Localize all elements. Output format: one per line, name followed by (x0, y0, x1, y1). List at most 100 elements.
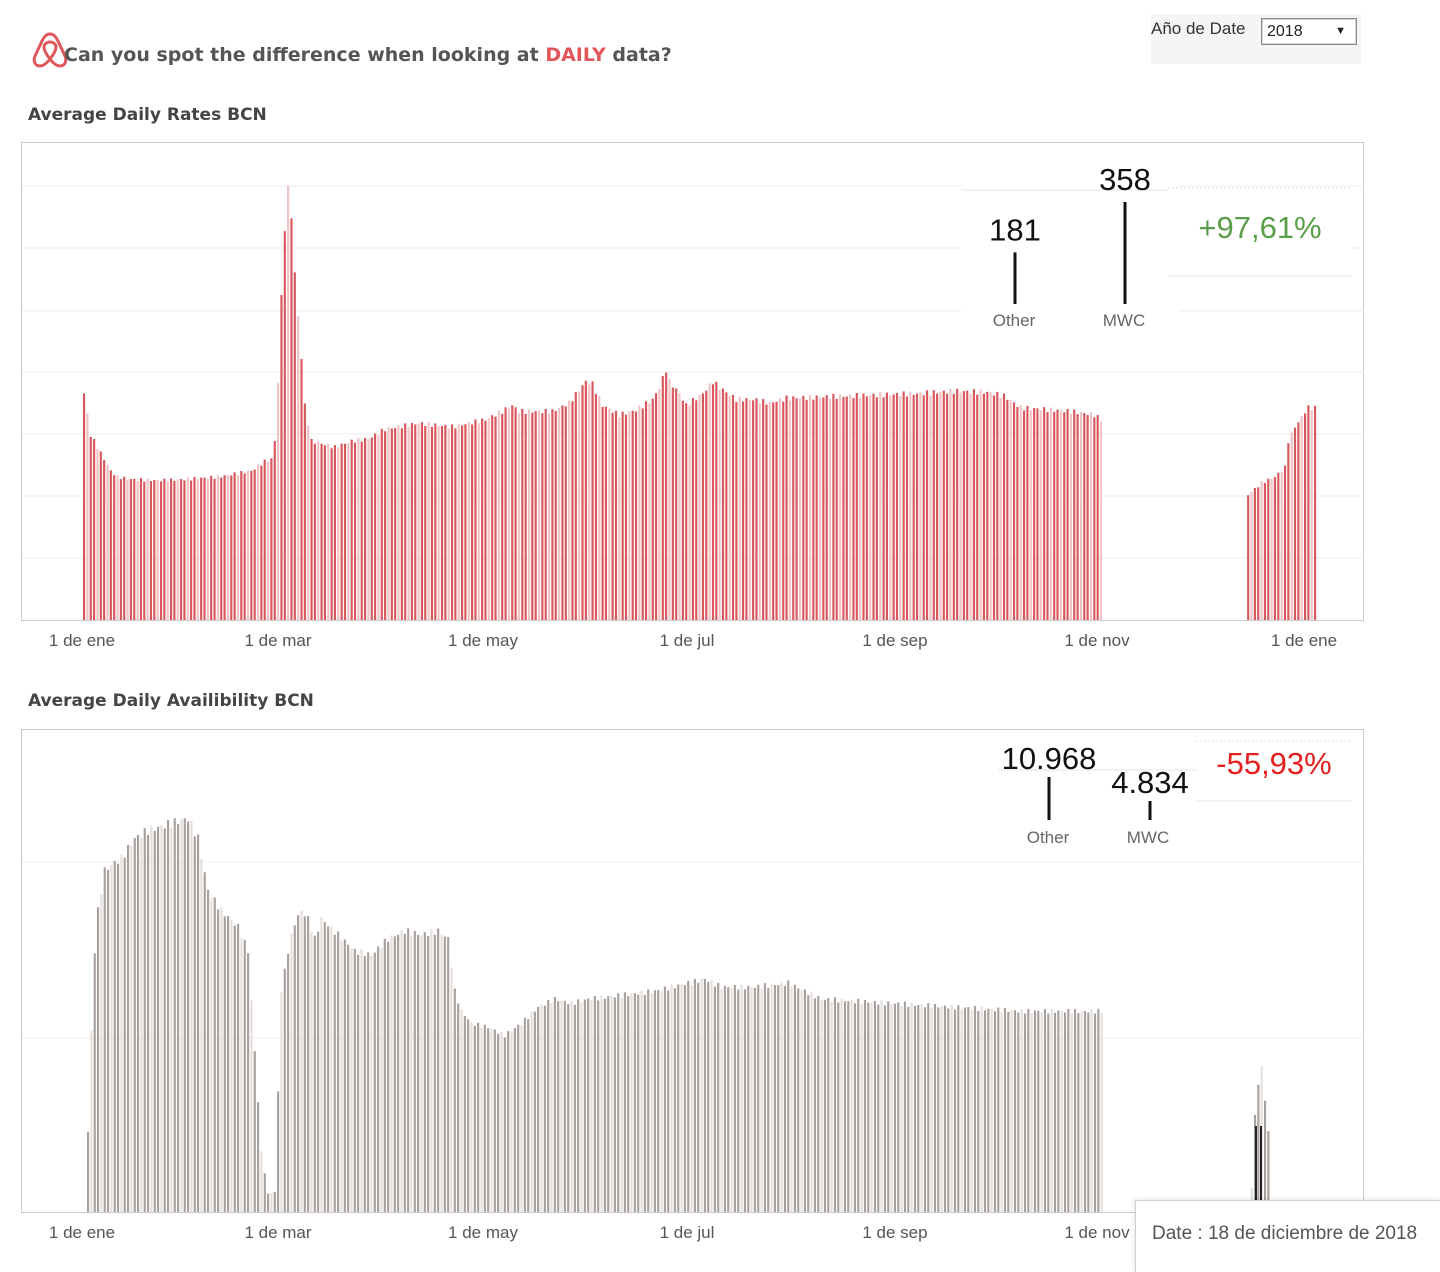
rates-bar (1273, 477, 1277, 620)
rates-bar (1059, 410, 1062, 620)
availability-bar (380, 948, 383, 1212)
availability-bar (1083, 1010, 1087, 1212)
rates-bar (420, 422, 424, 620)
rates-bar (551, 409, 554, 620)
availability-bar (983, 1010, 987, 1212)
rates-bar (1036, 408, 1039, 620)
availability-bar (200, 858, 203, 1212)
rates-bar (905, 396, 909, 620)
rates-bar (1079, 411, 1083, 620)
availability-x-tick-label: 1 de sep (862, 1223, 927, 1242)
availability-bar (143, 828, 146, 1212)
rates-bar (1069, 413, 1072, 620)
availability-bar (447, 937, 450, 1212)
rates-bar (430, 426, 434, 620)
availability-bar (623, 992, 626, 1212)
rates-bar (307, 425, 310, 620)
availability-bar (610, 995, 613, 1212)
availability-bar (730, 988, 733, 1212)
rates-bar (675, 388, 678, 620)
rates-bar (1029, 410, 1032, 620)
rates-bar (949, 388, 952, 620)
rates-bar (986, 391, 989, 620)
availability-bar (317, 931, 320, 1212)
rates-bar (1033, 408, 1036, 620)
availability-bar (477, 1022, 480, 1212)
rates-bar (364, 437, 367, 620)
rates-bar (584, 380, 587, 620)
availability-bar (490, 1028, 493, 1212)
rates-bar (892, 394, 895, 620)
rates-bar (507, 408, 510, 620)
availability-bar (423, 932, 426, 1212)
rates-bar (333, 445, 337, 620)
availability-bar (1047, 1013, 1050, 1212)
rates-bar (537, 410, 541, 620)
availability-bar (677, 984, 680, 1212)
availability-bar (940, 1006, 943, 1212)
availability-bar (997, 1007, 1000, 1212)
rates-bar (762, 398, 765, 620)
availability-bar (627, 996, 630, 1212)
availability-bar (563, 1000, 566, 1212)
availability-bar (1267, 1131, 1270, 1212)
availability-bar (183, 818, 186, 1212)
rates-kpi-value: 181 (989, 212, 1041, 247)
rates-bar (778, 398, 781, 620)
rates-bar (126, 479, 129, 620)
availability-bar (147, 834, 150, 1212)
rates-bar (427, 421, 430, 620)
rates-bar (568, 400, 571, 620)
availability-bar (1000, 1012, 1003, 1212)
rates-kpi-panel (961, 160, 1179, 328)
rates-bar (1066, 408, 1069, 620)
availability-bar (313, 935, 316, 1212)
rates-bar (872, 393, 875, 620)
rates-bar (230, 475, 233, 620)
year-filter-value: 2018 (1267, 23, 1303, 40)
availability-bar (523, 1017, 526, 1212)
availability-bar (140, 837, 143, 1212)
availability-bar (660, 990, 663, 1212)
availability-bar (153, 830, 156, 1212)
rates-bar (163, 478, 166, 620)
availability-bar (580, 1002, 583, 1212)
rates-bar (979, 389, 982, 620)
rates-bar (772, 402, 775, 620)
availability-bar (907, 1006, 910, 1212)
availability-bar (723, 985, 726, 1212)
availability-kpi-value: 4.834 (1111, 765, 1189, 800)
rates-bar (521, 408, 524, 620)
rates-bar (1290, 432, 1293, 620)
rates-bar (1073, 409, 1076, 620)
rates-bar (765, 404, 768, 620)
availability-bar (303, 916, 306, 1212)
availability-bar (413, 931, 416, 1212)
rates-bar (932, 390, 935, 620)
rates-bar (798, 398, 802, 620)
rates-bar (1247, 495, 1250, 620)
rates-bar (594, 393, 597, 620)
rates-bar (297, 315, 300, 620)
rates-bar (671, 387, 674, 620)
rates-bar (1310, 410, 1313, 620)
rates-bar (437, 426, 440, 620)
rates-bar (116, 475, 119, 620)
rates-bar (1257, 487, 1260, 620)
availability-bar (1030, 1012, 1033, 1212)
rates-bar (467, 422, 470, 620)
availability-bar (430, 929, 433, 1212)
rates-bar (260, 465, 263, 620)
year-filter-dropdown[interactable]: 2018 ▼ (1261, 18, 1357, 45)
rates-bar (628, 411, 631, 620)
chevron-down-icon[interactable]: ▼ (1335, 25, 1346, 37)
availability-bar (340, 940, 343, 1212)
title-text: Can you spot the difference when looking… (64, 44, 546, 66)
availability-bar (603, 998, 606, 1212)
availability-bar (657, 989, 660, 1212)
rates-bar (655, 393, 658, 620)
rates-bar (1019, 405, 1022, 620)
rates-bar (424, 426, 427, 620)
availability-bar (217, 909, 220, 1212)
rates-bar (1314, 405, 1317, 620)
